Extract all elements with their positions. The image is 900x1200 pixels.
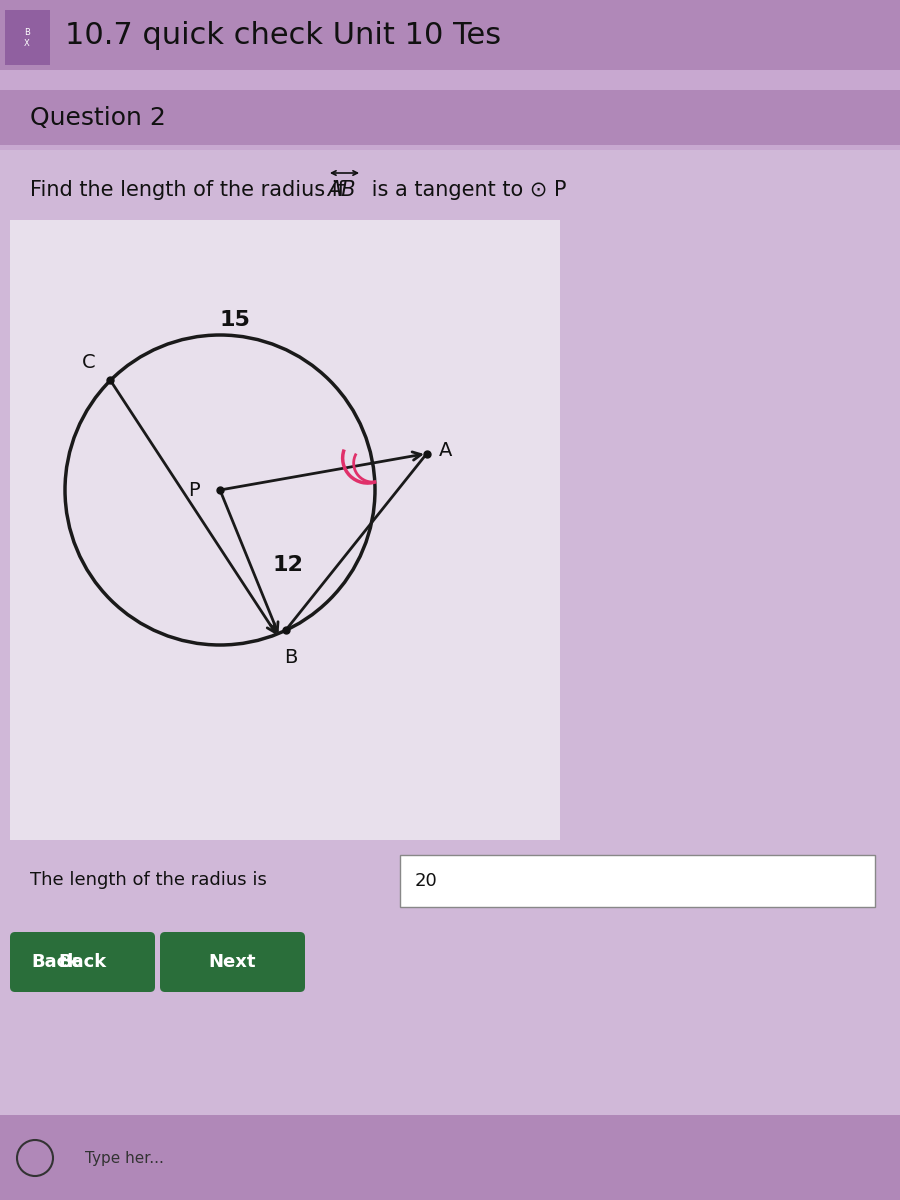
Text: B: B	[284, 648, 297, 667]
FancyBboxPatch shape	[10, 932, 155, 992]
Text: A: A	[439, 442, 452, 460]
Text: Back: Back	[31, 953, 79, 971]
Text: 10.7 quick check Unit 10 Tes: 10.7 quick check Unit 10 Tes	[65, 20, 501, 49]
Text: C: C	[82, 353, 95, 372]
Text: Next: Next	[208, 953, 256, 971]
Text: Find the length of the radius if: Find the length of the radius if	[30, 180, 352, 200]
Text: AB: AB	[327, 180, 356, 200]
FancyBboxPatch shape	[160, 932, 305, 992]
Text: B
X: B X	[24, 29, 30, 48]
Text: 15: 15	[220, 310, 250, 330]
Text: Back: Back	[58, 953, 106, 971]
Text: is a tangent to ⊙ P: is a tangent to ⊙ P	[365, 180, 566, 200]
Text: 12: 12	[273, 556, 303, 575]
Text: P: P	[188, 480, 200, 499]
FancyBboxPatch shape	[10, 220, 560, 840]
Text: Type her...: Type her...	[85, 1151, 164, 1165]
FancyBboxPatch shape	[0, 1115, 900, 1200]
FancyBboxPatch shape	[5, 10, 50, 65]
FancyBboxPatch shape	[400, 854, 875, 907]
Text: 20: 20	[415, 872, 437, 890]
Text: Question 2: Question 2	[30, 106, 166, 130]
FancyBboxPatch shape	[0, 150, 900, 1115]
Text: The length of the radius is: The length of the radius is	[30, 871, 273, 889]
FancyBboxPatch shape	[0, 0, 900, 70]
FancyBboxPatch shape	[0, 90, 900, 145]
